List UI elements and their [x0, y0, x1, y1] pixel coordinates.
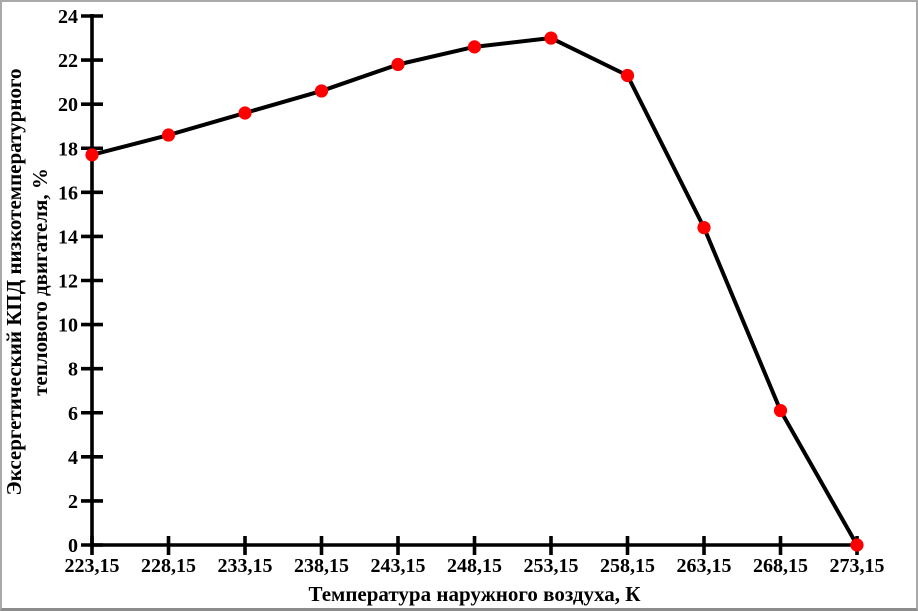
x-tick-label: 273,15: [830, 555, 885, 577]
y-tick-label: 24: [58, 6, 78, 28]
y-tick-label: 6: [68, 403, 78, 425]
x-tick-label: 233,15: [218, 555, 273, 577]
x-tick-label: 223,15: [65, 555, 120, 577]
y-tick-label: 10: [58, 315, 78, 337]
data-point-marker: [697, 221, 711, 235]
data-point-marker: [850, 538, 864, 552]
y-tick-label: 20: [58, 94, 78, 116]
y-tick-label: 0: [68, 535, 78, 557]
data-point-marker: [161, 128, 176, 142]
data-point-marker: [85, 148, 99, 162]
data-point-marker: [238, 106, 252, 120]
y-tick-label: 22: [58, 50, 78, 72]
data-point-marker: [620, 68, 635, 83]
x-tick-label: 248,15: [447, 555, 502, 577]
y-tick-label: 2: [68, 491, 78, 513]
data-point-marker: [467, 40, 482, 54]
y-tick-label: 14: [58, 226, 78, 248]
series-line: [90, 36, 859, 547]
x-tick-label: 263,15: [677, 555, 732, 577]
data-point-marker: [391, 57, 405, 72]
y-axis-title-line2: теплового двигателя, %: [28, 168, 52, 396]
x-axis-title: Температура наружного воздуха, К: [308, 582, 641, 606]
y-tick-label: 8: [68, 359, 78, 381]
x-tick-label: 258,15: [600, 555, 655, 577]
y-tick-label: 4: [68, 447, 78, 469]
y-axis-title-line1: Эксергетический КПД низкотемпературного: [2, 68, 26, 496]
data-point-marker: [773, 403, 788, 418]
x-tick-label: 238,15: [294, 555, 349, 577]
y-axis-title: Эксергетический КПД низкотемпературного …: [2, 2, 55, 562]
x-tick-label: 253,15: [524, 555, 579, 577]
x-tick-label: 243,15: [371, 555, 426, 577]
y-tick-label: 18: [58, 138, 78, 160]
x-tick-label: 268,15: [753, 555, 808, 577]
y-tick-label: 16: [58, 182, 78, 204]
y-tick-label: 12: [58, 271, 78, 293]
data-point-marker: [544, 31, 558, 45]
x-tick-label: 228,15: [141, 555, 196, 577]
data-point-marker: [314, 84, 329, 98]
